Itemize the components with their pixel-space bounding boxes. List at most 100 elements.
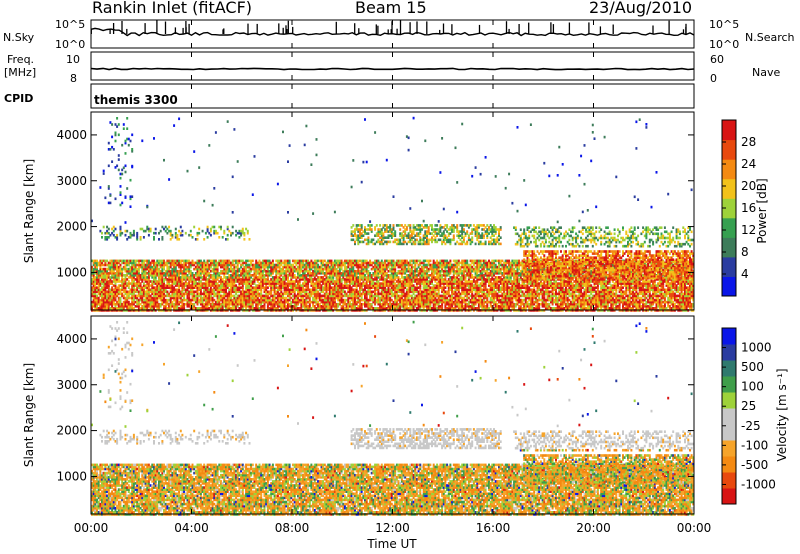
- range-gate-cell: [198, 293, 200, 296]
- range-gate-cell: [98, 262, 100, 265]
- range-gate-cell: [106, 264, 108, 267]
- range-gate-cell: [158, 260, 160, 263]
- range-gate-cell: [187, 274, 189, 277]
- range-gate-cell: [125, 274, 127, 277]
- range-gate-cell: [217, 262, 219, 265]
- range-gate-cell: [143, 260, 145, 263]
- range-gate-cell: [118, 284, 120, 287]
- range-gate-cell: [103, 260, 105, 263]
- range-gate-cell: [252, 264, 254, 267]
- range-gate-cell: [198, 307, 200, 310]
- range-gate-cell: [257, 262, 259, 265]
- range-gate-cell: [113, 307, 115, 310]
- range-gate-cell: [173, 303, 175, 306]
- range-gate-cell: [123, 274, 125, 277]
- range-gate-cell: [128, 276, 130, 279]
- range-gate-cell: [113, 260, 115, 263]
- range-gate-cell: [220, 303, 222, 306]
- range-gate-cell: [228, 289, 230, 292]
- range-gate-cell: [170, 270, 172, 273]
- range-gate-cell: [183, 282, 185, 285]
- range-gate-cell: [109, 289, 111, 292]
- range-gate-cell: [178, 270, 180, 273]
- range-gate-cell: [210, 274, 212, 277]
- range-gate-cell: [170, 260, 172, 263]
- range-gate-cell: [130, 266, 132, 269]
- range-gate-cell: [245, 260, 247, 263]
- range-gate-cell: [104, 268, 106, 271]
- range-gate-cell: [136, 264, 138, 267]
- range-gate-cell: [240, 270, 242, 273]
- range-gate-cell: [212, 274, 214, 277]
- range-gate-cell: [166, 278, 168, 281]
- freq-trace: [91, 68, 694, 69]
- range-gate-cell: [109, 276, 111, 279]
- range-gate-cell: [215, 293, 217, 296]
- range-gate-cell: [200, 307, 202, 310]
- range-gate-cell: [259, 293, 261, 296]
- range-gate-cell: [198, 299, 200, 302]
- range-gate-cell: [170, 284, 172, 287]
- range-gate-cell: [237, 295, 239, 298]
- range-gate-cell: [116, 307, 118, 310]
- range-gate-cell: [125, 297, 127, 300]
- range-gate-cell: [109, 307, 111, 310]
- range-gate-cell: [166, 307, 168, 310]
- range-gate-cell: [250, 268, 252, 271]
- range-gate-cell: [128, 280, 130, 283]
- range-gate-cell: [237, 260, 239, 263]
- range-gate-cell: [150, 295, 152, 298]
- range-gate-cell: [210, 260, 212, 263]
- range-gate-cell: [156, 280, 158, 283]
- range-gate-cell: [98, 307, 100, 310]
- range-gate-cell: [237, 286, 239, 289]
- range-gate-cell: [151, 297, 153, 300]
- range-gate-cell: [104, 260, 106, 263]
- range-gate-cell: [151, 280, 153, 283]
- range-gate-cell: [151, 266, 153, 269]
- range-gate-cell: [143, 299, 145, 302]
- range-gate-cell: [178, 301, 180, 304]
- range-gate-cell: [193, 274, 195, 277]
- range-gate-cell: [252, 260, 254, 263]
- range-gate-cell: [225, 299, 227, 302]
- range-gate-cell: [254, 307, 256, 310]
- range-gate-cell: [187, 266, 189, 269]
- range-gate-cell: [183, 260, 185, 263]
- range-gate-cell: [250, 274, 252, 277]
- range-gate-cell: [220, 295, 222, 298]
- range-gate-cell: [143, 282, 145, 285]
- range-gate-cell: [125, 260, 127, 263]
- range-gate-cell: [257, 284, 259, 287]
- range-gate-cell: [156, 260, 158, 263]
- range-gate-cell: [232, 260, 234, 263]
- range-gate-cell: [123, 260, 125, 263]
- range-gate-cell: [193, 291, 195, 294]
- range-gate-cell: [232, 299, 234, 302]
- range-gate-cell: [187, 260, 189, 263]
- range-gate-cell: [197, 282, 199, 285]
- range-gate-cell: [225, 260, 227, 263]
- range-gate-cell: [200, 260, 202, 263]
- range-gate-cell: [163, 278, 165, 281]
- range-gate-cell: [176, 289, 178, 292]
- range-gate-cell: [128, 268, 130, 271]
- range-gate-cell: [254, 264, 256, 267]
- range-gate-cell: [250, 260, 252, 263]
- range-gate-cell: [193, 303, 195, 306]
- range-gate-cell: [106, 260, 108, 263]
- range-gate-cell: [238, 307, 240, 310]
- range-gate-cell: [165, 299, 167, 302]
- range-gate-cell: [120, 280, 122, 283]
- range-gate-cell: [203, 303, 205, 306]
- range-gate-cell: [176, 270, 178, 273]
- radar-plot: 1000200030004000 1000200030004000 00:00 0…: [0, 0, 800, 554]
- range-gate-cell: [230, 274, 232, 277]
- range-gate-cell: [113, 289, 115, 292]
- range-gate-cell: [163, 272, 165, 275]
- range-gate-cell: [218, 260, 220, 263]
- range-gate-cell: [130, 297, 132, 300]
- range-gate-cell: [123, 301, 125, 304]
- range-gate-cell: [212, 260, 214, 263]
- range-gate-cell: [247, 260, 249, 263]
